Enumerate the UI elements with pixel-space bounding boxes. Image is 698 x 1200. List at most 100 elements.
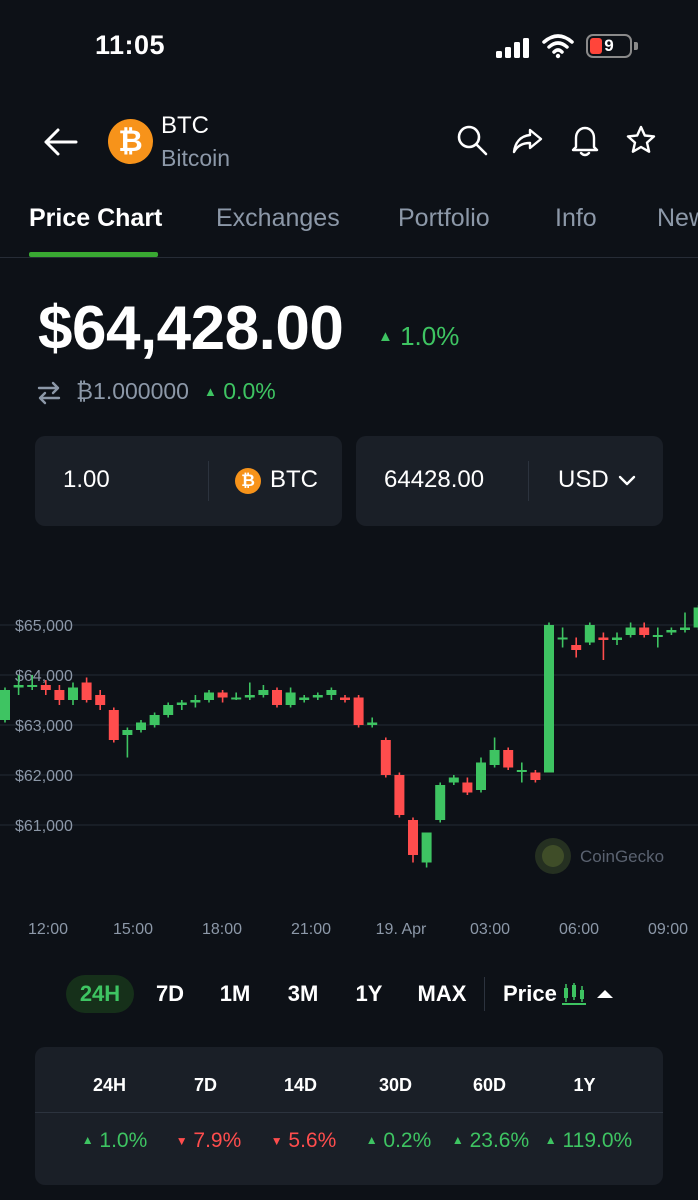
triangle-up-icon: ▲ <box>378 328 393 345</box>
search-icon[interactable] <box>454 122 490 158</box>
triangle-down-icon: ▼ <box>175 1134 188 1148</box>
caret-up-icon[interactable] <box>596 989 614 999</box>
y-tick-label: $63,000 <box>15 718 73 735</box>
candle <box>639 622 650 638</box>
price-candlestick-chart[interactable]: CoinGecko $65,000$64,000$63,000$62,000$6… <box>0 570 698 950</box>
tab-info[interactable]: Info <box>555 204 597 232</box>
coin-symbol: BTC <box>161 112 209 139</box>
btc-change-value: 0.0% <box>223 378 276 404</box>
perf-value-7d: ▼ 7.9% <box>161 1129 256 1153</box>
cellular-signal-icon <box>496 38 529 58</box>
candle <box>340 695 350 703</box>
share-icon[interactable] <box>510 122 546 158</box>
chevron-down-icon[interactable] <box>618 474 636 488</box>
perf-value-text: 23.6% <box>469 1129 530 1152</box>
arrow-left-icon[interactable] <box>40 122 82 162</box>
candle <box>244 682 255 700</box>
candlestick-icon[interactable] <box>561 982 587 1006</box>
range-max[interactable]: MAX <box>417 981 467 1006</box>
range-7d[interactable]: 7D <box>155 981 185 1006</box>
star-icon[interactable] <box>623 122 659 158</box>
candle-body <box>503 750 514 768</box>
tab-bar: Price Chart Exchanges Portfolio Info New… <box>0 190 698 258</box>
candle <box>598 632 609 660</box>
perf-value-60d: ▲ 23.6% <box>443 1129 538 1153</box>
candle-body <box>0 690 10 720</box>
y-tick-label: $65,000 <box>15 618 73 635</box>
candle <box>571 637 582 658</box>
candle-body <box>462 782 473 793</box>
crypto-amount-value[interactable]: 1.00 <box>63 466 110 493</box>
btc-value: ₿1.000000 <box>76 378 189 404</box>
candle <box>680 612 690 633</box>
candle-body <box>285 692 296 705</box>
candle <box>421 832 432 868</box>
range-3m[interactable]: 3M <box>287 981 319 1006</box>
candle <box>394 772 405 818</box>
triangle-up-icon: ▲ <box>365 1133 378 1147</box>
candle <box>0 687 10 723</box>
crypto-amount-field[interactable]: 1.00 ₿ BTC <box>35 436 342 526</box>
x-tick-label: 19. Apr <box>376 921 427 938</box>
candle <box>353 695 364 728</box>
bell-icon[interactable] <box>567 122 603 158</box>
performance-table: 24H 7D 14D 30D 60D 1Y ▲ 1.0% ▼ 7.9% ▼ 5.… <box>35 1047 663 1185</box>
candle <box>516 762 527 783</box>
candle-body <box>163 705 174 715</box>
candle-body <box>68 687 78 700</box>
time-range-selector: 24H 7D 1M 3M 1Y MAX Price <box>0 975 698 1015</box>
candle <box>13 675 24 695</box>
fiat-currency-select[interactable]: USD <box>558 466 609 493</box>
candle-body <box>680 627 690 630</box>
triangle-up-icon: ▲ <box>544 1133 557 1147</box>
btc-change: ▲ 0.0% <box>204 378 276 405</box>
candle-body <box>421 832 432 863</box>
candle <box>367 717 378 728</box>
candle-body <box>149 715 160 725</box>
x-tick-label: 03:00 <box>470 921 510 938</box>
fiat-amount-field[interactable]: 64428.00 USD <box>356 436 663 526</box>
candle-body <box>326 690 337 695</box>
perf-value-text: 5.6% <box>288 1129 337 1152</box>
tab-news[interactable]: News <box>657 204 698 232</box>
candle <box>176 700 187 710</box>
perf-header-14d: 14D <box>283 1075 318 1095</box>
range-1m[interactable]: 1M <box>219 981 251 1006</box>
candle <box>217 690 228 703</box>
battery-fill <box>590 38 602 54</box>
candle-body <box>448 777 459 783</box>
candle-body <box>204 692 214 700</box>
candle <box>612 632 622 645</box>
perf-value-text: 7.9% <box>193 1129 242 1152</box>
range-24h[interactable]: 24H <box>66 975 134 1013</box>
fiat-amount-value[interactable]: 64428.00 <box>384 466 485 493</box>
tab-price-chart[interactable]: Price Chart <box>29 204 163 232</box>
wifi-icon <box>542 34 574 59</box>
perf-value-30d: ▲ 0.2% <box>351 1129 446 1153</box>
battery-level: 9 <box>604 36 614 55</box>
candle <box>108 707 119 743</box>
candle-body <box>190 700 201 703</box>
candle <box>380 737 391 778</box>
perf-header-24h: 24H <box>92 1075 127 1095</box>
candle-body <box>258 690 269 695</box>
candle-body <box>231 697 242 700</box>
candle <box>272 687 282 708</box>
chart-grid <box>0 624 698 826</box>
status-time: 11:05 <box>95 30 166 60</box>
range-1y[interactable]: 1Y <box>355 981 383 1006</box>
tab-portfolio[interactable]: Portfolio <box>398 204 490 232</box>
perf-value-text: 0.2% <box>383 1129 432 1152</box>
perf-value-1y: ▲ 119.0% <box>541 1129 636 1153</box>
chart-type-toggle[interactable]: Price <box>503 981 557 1006</box>
watermark-text: CoinGecko <box>580 847 664 866</box>
swap-arrows-icon[interactable] <box>36 380 62 406</box>
candle-body <box>476 762 486 790</box>
price-change: ▲ 1.0% <box>378 321 459 352</box>
candle-body <box>367 722 378 725</box>
candle <box>122 727 133 758</box>
perf-header-60d: 60D <box>472 1075 507 1095</box>
candle-body <box>435 785 446 820</box>
candle-body <box>27 685 38 687</box>
tab-exchanges[interactable]: Exchanges <box>216 204 340 232</box>
